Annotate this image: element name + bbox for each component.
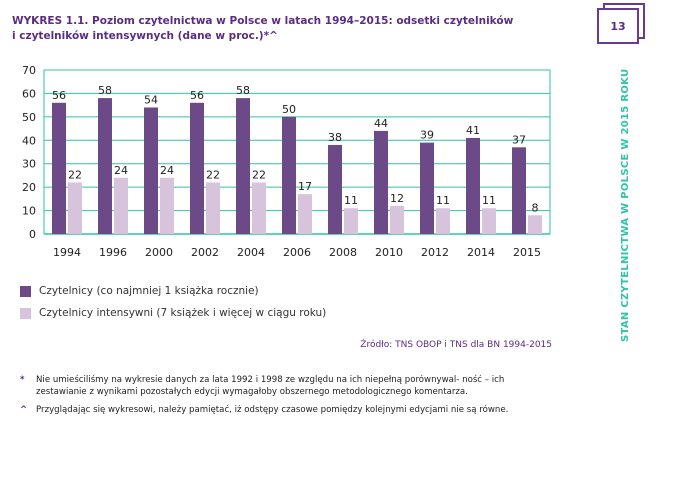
y-tick-label: 20 <box>22 181 36 194</box>
x-tick-label: 2002 <box>191 246 219 259</box>
x-tick-label: 1996 <box>99 246 127 259</box>
x-tick-label: 1994 <box>53 246 81 259</box>
legend-label-series1: Czytelnicy (co najmniej 1 książka roczni… <box>39 285 259 297</box>
data-label: 41 <box>466 124 480 137</box>
bar-czytelnicy <box>190 102 204 234</box>
bar-czytelnicy <box>282 116 296 234</box>
data-label: 38 <box>328 131 342 144</box>
bar-intensywni <box>160 177 174 234</box>
bar-czytelnicy <box>420 142 434 234</box>
data-label: 11 <box>436 194 450 207</box>
footnote-text-1: Nie umieściliśmy na wykresie danych za l… <box>36 375 505 397</box>
footnote-text-2: Przyglądając się wykresowi, należy pamię… <box>36 405 509 415</box>
data-label: 17 <box>298 180 312 193</box>
data-label: 39 <box>420 129 434 142</box>
bar-intensywni <box>436 208 450 234</box>
y-tick-label: 10 <box>22 205 36 218</box>
page-number: 13 <box>610 19 626 33</box>
bar-czytelnicy <box>466 137 480 234</box>
data-label: 22 <box>68 168 82 181</box>
footnote-2: ^ Przyglądając się wykresowi, należy pam… <box>20 404 555 416</box>
footnote-mark-1: * <box>20 375 25 385</box>
bar-intensywni <box>68 182 82 234</box>
bar-czytelnicy <box>236 98 250 234</box>
chart-title: WYKRES 1.1. Poziom czytelnictwa w Polsce… <box>12 14 572 44</box>
y-tick-label: 70 <box>22 64 36 77</box>
data-label: 37 <box>512 133 526 146</box>
y-tick-label: 60 <box>22 87 36 100</box>
data-label: 24 <box>114 164 128 177</box>
legend-item-series2: Czytelnicy intensywni (7 książek i więce… <box>20 302 540 324</box>
chart-title-line1: WYKRES 1.1. Poziom czytelnictwa w Polsce… <box>12 15 514 27</box>
legend: Czytelnicy (co najmniej 1 książka roczni… <box>20 280 540 324</box>
bar-intensywni <box>344 208 358 234</box>
x-tick-label: 2015 <box>513 246 541 259</box>
bar-intensywni <box>114 177 128 234</box>
data-label: 11 <box>344 194 358 207</box>
footnote-1: * Nie umieściliśmy na wykresie danych za… <box>20 374 555 398</box>
chart-svg: 0 10 20 30 40 50 60 70 56 22 1994 58 24 1996 54 24 2000 5… <box>22 64 551 259</box>
chart-title-line2: i czytelników intensywnych (dane w proc.… <box>12 30 278 42</box>
page-number-box: 13 <box>597 8 639 44</box>
footnote-mark-2: ^ <box>20 405 28 415</box>
x-tick-label: 2004 <box>237 246 265 259</box>
bar-czytelnicy <box>328 144 342 234</box>
y-tick-label: 30 <box>22 158 36 171</box>
legend-swatch-series1 <box>20 285 31 297</box>
data-label: 24 <box>160 164 174 177</box>
data-label: 58 <box>236 84 250 97</box>
bar-intensywni <box>482 208 496 234</box>
data-label: 56 <box>190 89 204 102</box>
side-section-title: STAN CZYTELNICTWA W POLSCE W 2015 ROKU <box>620 68 631 342</box>
data-label: 22 <box>252 168 266 181</box>
legend-swatch-series2 <box>20 307 31 319</box>
bar-intensywni <box>390 205 404 234</box>
bar-intensywni <box>298 194 312 234</box>
data-label: 58 <box>98 84 112 97</box>
x-tick-label: 2008 <box>329 246 357 259</box>
x-tick-label: 2000 <box>145 246 173 259</box>
data-label: 12 <box>390 192 404 205</box>
data-label: 54 <box>144 93 158 106</box>
data-label: 50 <box>282 103 296 116</box>
bar-intensywni <box>252 182 266 234</box>
source-note: Źródło: TNS OBOP i TNS dla BN 1994-2015 <box>360 340 552 350</box>
y-tick-label: 50 <box>22 111 36 124</box>
x-tick-label: 2006 <box>283 246 311 259</box>
data-label: 44 <box>374 117 388 130</box>
data-label: 8 <box>532 201 539 214</box>
legend-label-series2: Czytelnicy intensywni (7 książek i więce… <box>39 307 327 319</box>
data-label: 11 <box>482 194 496 207</box>
bar-chart: 0 10 20 30 40 50 60 70 56 22 1994 58 24 1996 54 24 2000 5… <box>12 62 557 272</box>
y-tick-label: 40 <box>22 134 36 147</box>
x-tick-label: 2012 <box>421 246 449 259</box>
data-label: 56 <box>52 89 66 102</box>
bar-intensywni <box>206 182 220 234</box>
bar-czytelnicy <box>374 130 388 234</box>
bar-czytelnicy <box>144 107 158 234</box>
data-label: 22 <box>206 168 220 181</box>
bar-czytelnicy <box>512 147 526 234</box>
legend-item-series1: Czytelnicy (co najmniej 1 książka roczni… <box>20 280 540 302</box>
x-tick-label: 2010 <box>375 246 403 259</box>
footnotes: * Nie umieściliśmy na wykresie danych za… <box>20 374 555 422</box>
bar-czytelnicy <box>98 98 112 234</box>
bar-intensywni <box>528 215 542 234</box>
bar-czytelnicy <box>52 102 66 234</box>
y-tick-label: 0 <box>29 228 36 241</box>
x-tick-label: 2014 <box>467 246 495 259</box>
